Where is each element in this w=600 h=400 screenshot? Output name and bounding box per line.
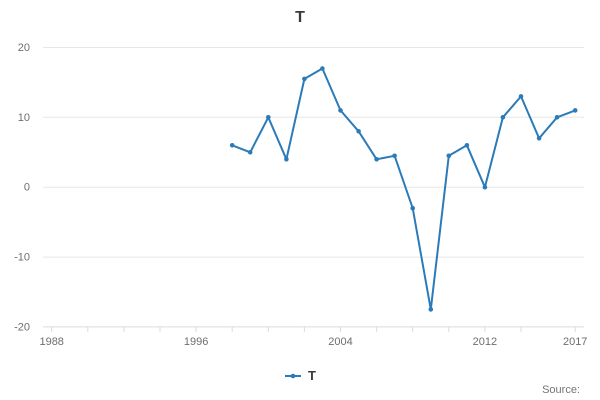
- svg-text:10: 10: [18, 112, 30, 124]
- svg-text:1996: 1996: [184, 336, 208, 348]
- svg-text:2004: 2004: [328, 336, 352, 348]
- svg-text:1988: 1988: [39, 336, 63, 348]
- svg-text:0: 0: [24, 182, 30, 194]
- svg-text:-10: -10: [14, 252, 30, 264]
- svg-text:-20: -20: [14, 321, 30, 333]
- svg-text:2012: 2012: [473, 336, 497, 348]
- svg-text:20: 20: [18, 42, 30, 54]
- svg-text:2017: 2017: [563, 336, 587, 348]
